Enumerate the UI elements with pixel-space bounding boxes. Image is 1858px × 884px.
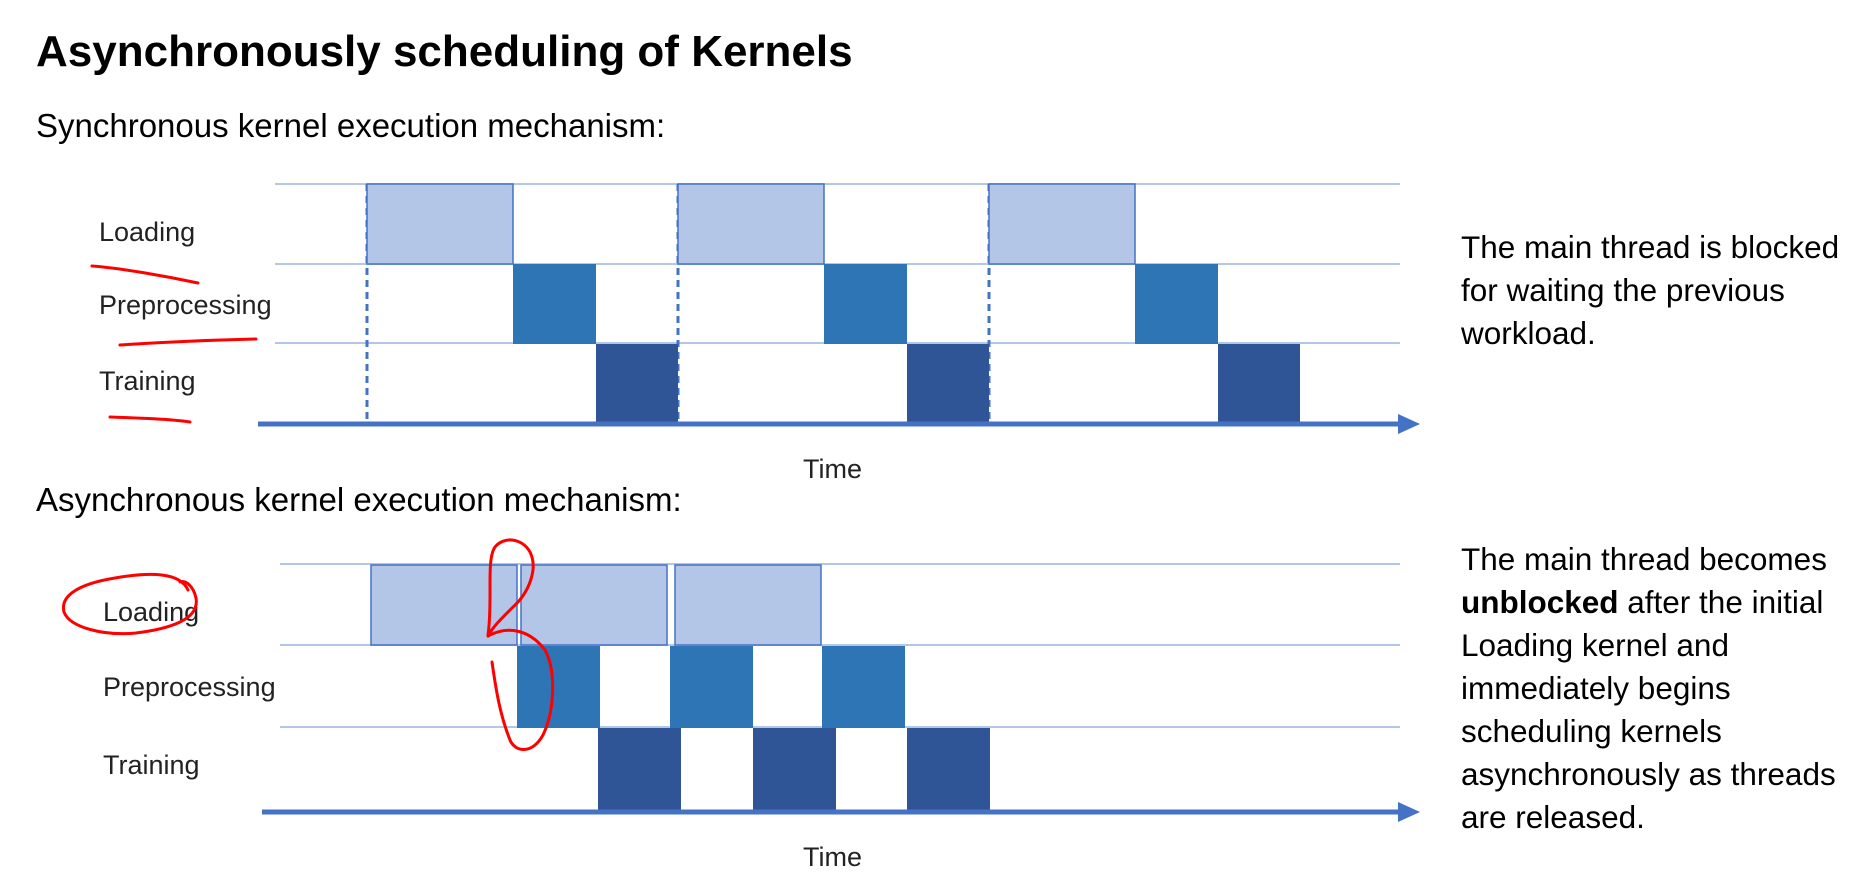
training-block [907, 728, 990, 810]
training-block [907, 344, 989, 422]
preprocessing-block [822, 646, 905, 728]
async-note-text: The main thread becomes [1461, 541, 1827, 577]
handwritten-underline [118, 337, 258, 347]
row-label-training: Training [99, 366, 196, 396]
preprocessing-block [1135, 264, 1218, 344]
handwritten-underline [90, 264, 200, 285]
handwritten-bracket [486, 538, 535, 638]
loading-block [677, 183, 825, 265]
time-axis-arrowhead [1398, 802, 1420, 822]
handwritten-circle [61, 572, 198, 636]
sync-diagram: Loading Preprocessing Training Time [90, 183, 1420, 484]
time-axis-arrowhead [1398, 414, 1420, 434]
page-title: Asynchronously scheduling of Kernels [36, 27, 853, 76]
row-label-loading: Loading [103, 597, 199, 627]
training-block [596, 344, 678, 422]
async-heading: Asynchronous kernel execution mechanism: [36, 481, 682, 518]
loading-block [366, 183, 514, 265]
preprocessing-block [670, 646, 753, 728]
loading-block [520, 564, 668, 646]
async-note-emphasis: unblocked [1461, 584, 1619, 620]
handwritten-bracket [486, 628, 555, 751]
time-axis-label: Time [803, 842, 862, 872]
async-note-text-rest: after the initial Loading kernel and imm… [1461, 584, 1836, 835]
time-axis-label: Time [803, 454, 862, 484]
loading-block [674, 564, 822, 646]
row-label-preprocessing: Preprocessing [99, 290, 272, 320]
row-label-training: Training [103, 750, 200, 780]
row-label-loading: Loading [99, 217, 195, 247]
async-diagram: Loading Preprocessing Training Time [61, 538, 1420, 872]
loading-block [370, 564, 518, 646]
sync-note: The main thread is blocked for waiting t… [1461, 229, 1840, 351]
preprocessing-block [513, 264, 596, 344]
loading-block [988, 183, 1136, 265]
preprocessing-block [517, 646, 600, 728]
row-label-preprocessing: Preprocessing [103, 672, 276, 702]
preprocessing-block [824, 264, 907, 344]
handwritten-underline [108, 415, 192, 424]
training-block [598, 728, 681, 810]
training-block [1218, 344, 1300, 422]
training-block [753, 728, 836, 810]
async-note: The main thread becomes unblocked after … [1461, 538, 1856, 839]
sync-heading: Synchronous kernel execution mechanism: [36, 107, 666, 144]
